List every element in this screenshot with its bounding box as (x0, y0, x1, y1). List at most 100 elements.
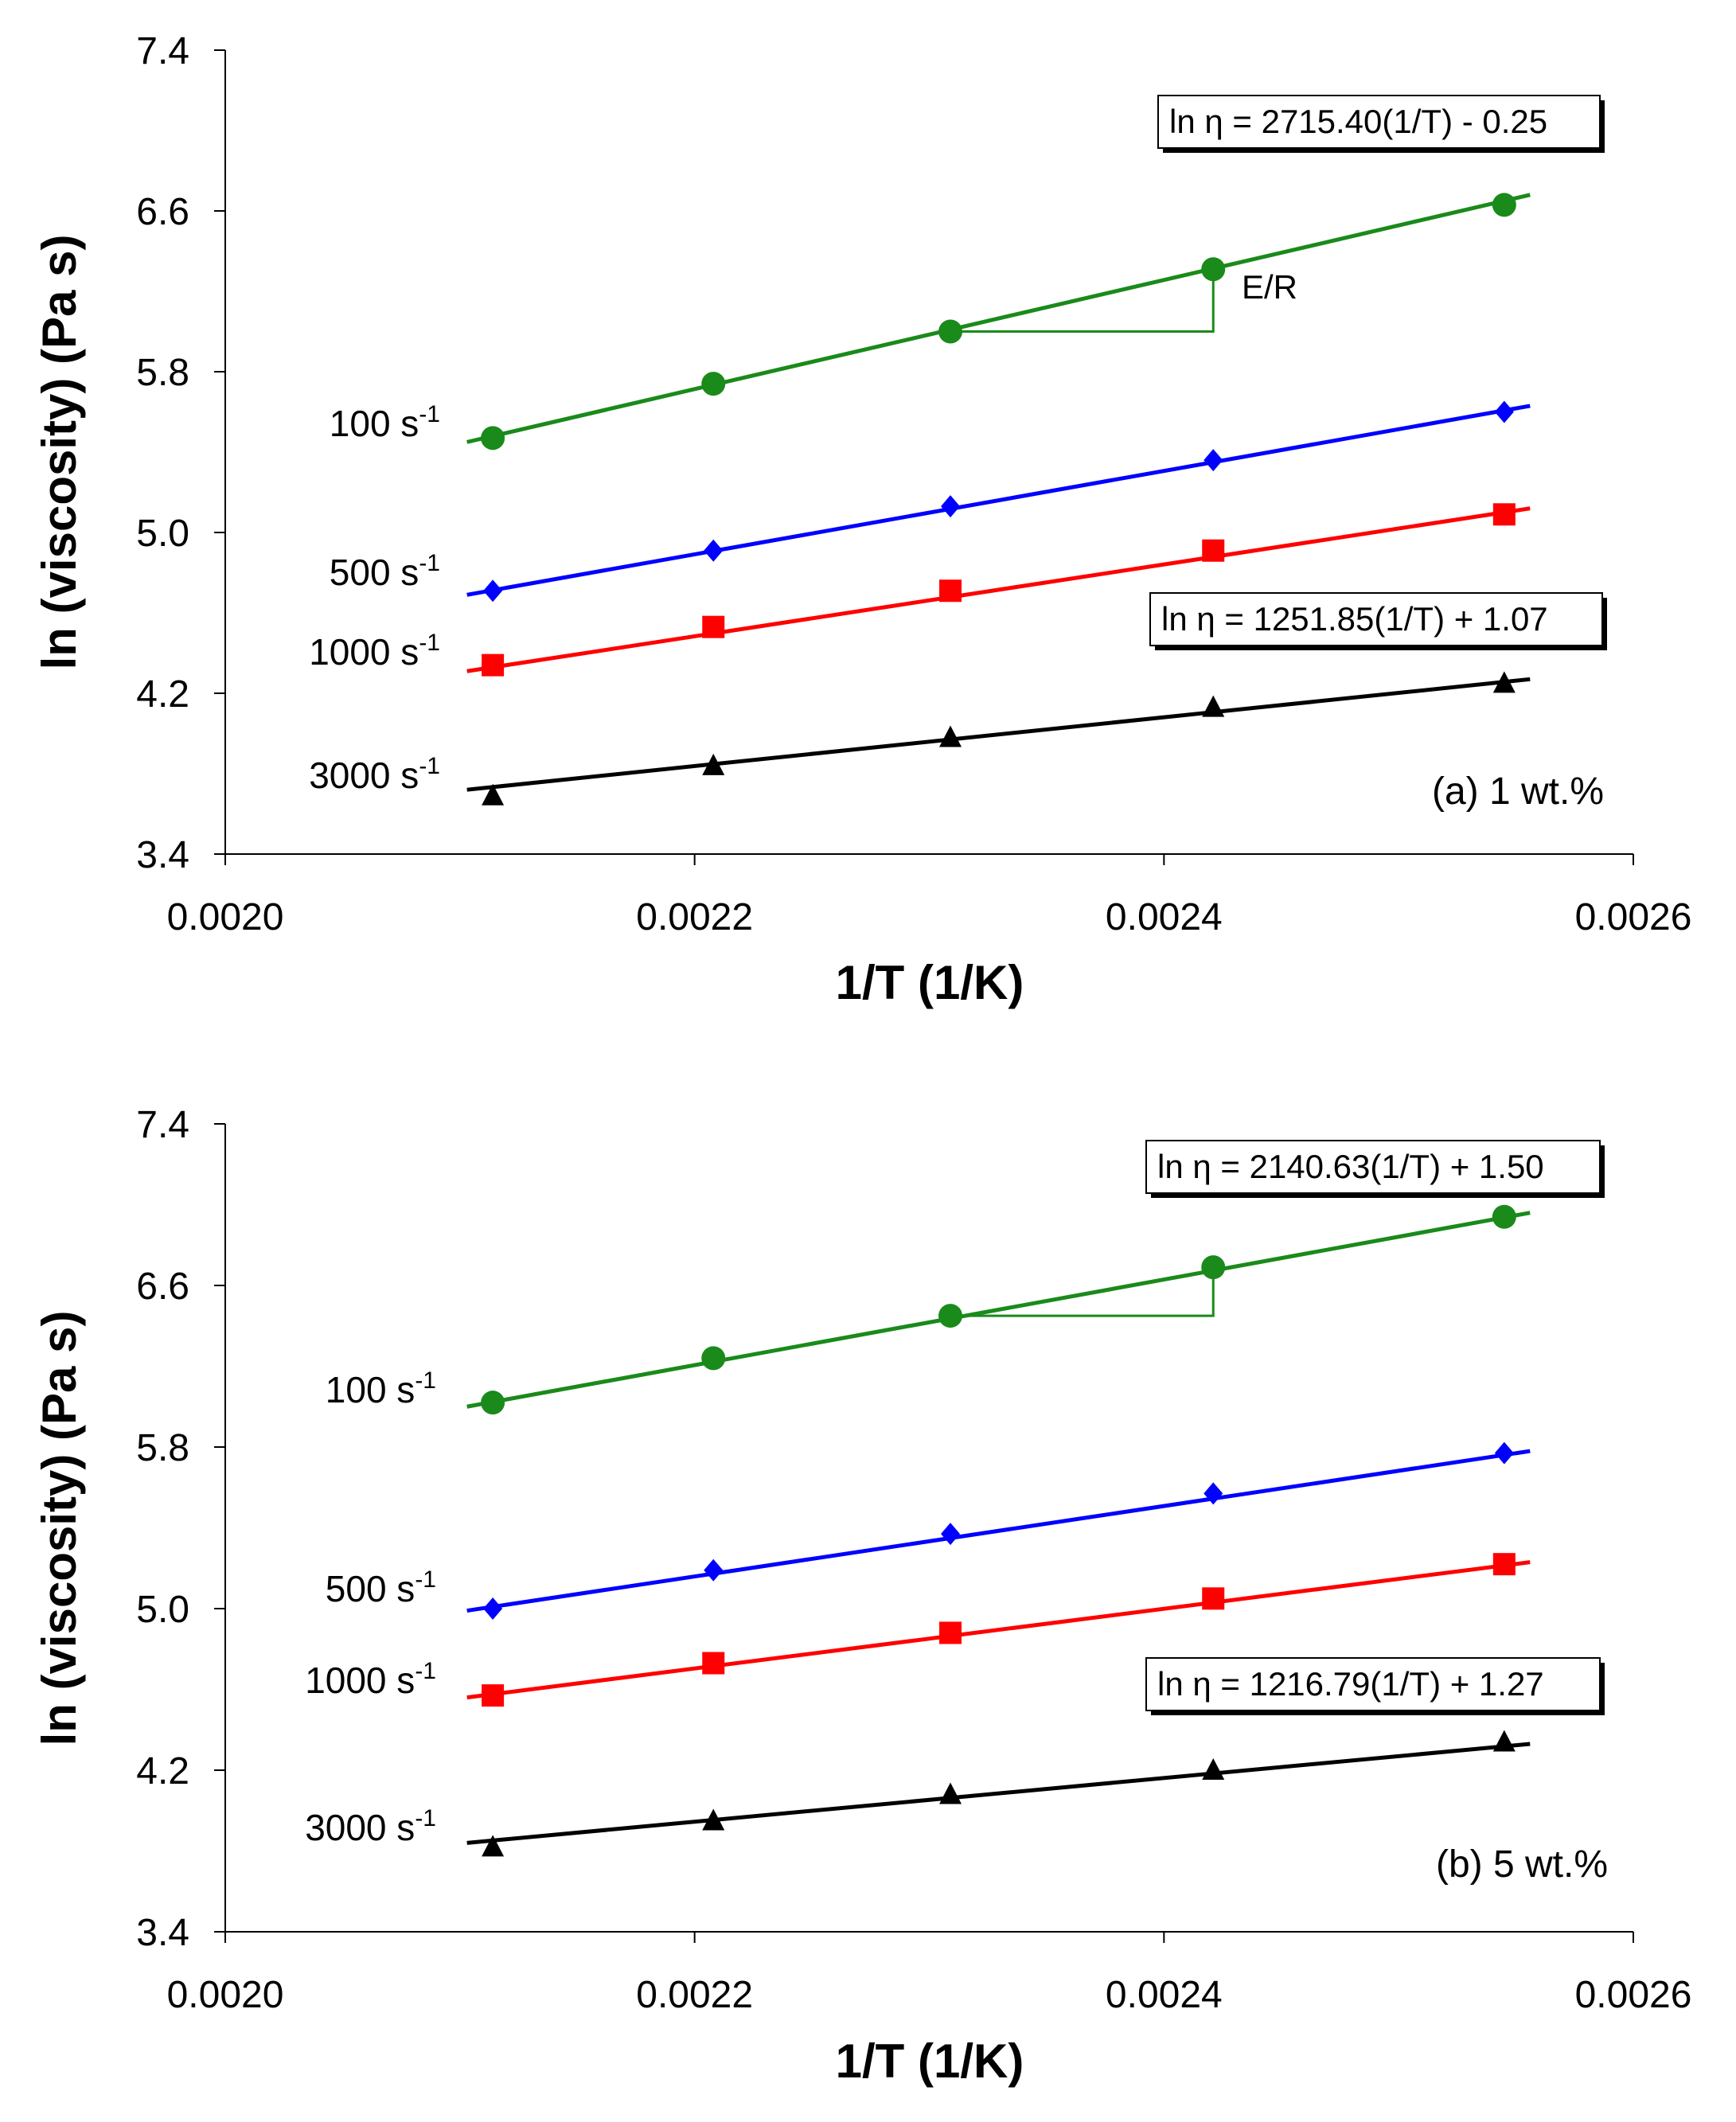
y-tick-label: 4.2 (136, 1750, 189, 1792)
series-label: 500 s-1 (326, 1566, 436, 1609)
slope-label: E/R (1242, 268, 1297, 306)
data-point (482, 783, 505, 806)
equation-box (1145, 1140, 1601, 1194)
series-500-s: 500 s-1 (326, 1441, 1531, 1620)
data-point (939, 579, 962, 603)
data-point (1203, 449, 1223, 472)
y-axis-title: ln (viscosity) (Pa s) (33, 1311, 86, 1746)
equation-box (1149, 592, 1603, 646)
data-point (482, 1684, 505, 1707)
equation-box (1145, 1657, 1601, 1711)
data-point (1202, 539, 1225, 562)
x-tick-label: 0.0026 (1575, 1974, 1692, 2016)
data-point (1494, 1441, 1514, 1465)
data-point (481, 1391, 505, 1415)
y-tick-label: 3.4 (136, 1912, 189, 1954)
x-axis-title: 1/T (1/K) (836, 956, 1024, 1009)
data-point (1492, 671, 1516, 693)
x-tick-label: 0.0022 (636, 1974, 753, 2016)
data-point (1202, 695, 1225, 717)
slope-triangle (950, 269, 1215, 333)
data-point (1492, 1730, 1516, 1752)
data-point (701, 372, 726, 396)
data-point (702, 1652, 725, 1675)
data-point (1492, 193, 1516, 217)
y-tick-label: 7.4 (136, 1104, 189, 1146)
series-3000-s: 3000 s-1 (305, 1730, 1531, 1857)
data-point (1492, 503, 1516, 526)
data-point (939, 1621, 962, 1644)
series-label: 100 s-1 (326, 1367, 436, 1410)
y-tick-label: 7.4 (136, 30, 189, 72)
x-tick-label: 0.0024 (1106, 896, 1223, 938)
x-axis-title: 1/T (1/K) (836, 2034, 1024, 2088)
series-100-s: 100 s-1 (330, 193, 1531, 451)
fit-line (466, 506, 1531, 673)
equation-label: ln η = 1251.85(1/T) + 1.07 (1161, 600, 1548, 638)
data-point (482, 1835, 505, 1857)
y-tick-label: 5.8 (136, 1427, 189, 1469)
x-tick-label: 0.0020 (167, 896, 284, 938)
data-point (701, 1346, 726, 1371)
fit-line (466, 1449, 1531, 1613)
data-point (704, 539, 724, 562)
data-point (482, 653, 505, 677)
data-point (702, 1808, 725, 1831)
y-tick-label: 3.4 (136, 834, 189, 876)
y-tick-label: 6.6 (136, 191, 189, 233)
series-1000-s: 1000 s-1 (305, 1553, 1531, 1707)
panel-label: (b) 5 wt.% (1436, 1843, 1608, 1886)
x-tick-label: 0.0026 (1575, 896, 1692, 938)
fit-line (466, 1211, 1531, 1409)
series-label: 500 s-1 (330, 550, 440, 593)
data-point (939, 725, 962, 747)
equation-box (1157, 95, 1601, 149)
equation-label: ln η = 2715.40(1/T) - 0.25 (1169, 103, 1547, 140)
data-point (939, 1782, 962, 1804)
fit-line (466, 193, 1531, 444)
data-point (1494, 400, 1514, 423)
y-axis-title: ln (viscosity) (Pa s) (33, 235, 86, 670)
data-point (941, 1523, 961, 1546)
fit-line (466, 1742, 1531, 1845)
data-point (702, 753, 725, 775)
fit-line (466, 1560, 1531, 1700)
series-1000-s: 1000 s-1 (309, 503, 1531, 677)
series-label: 1000 s-1 (309, 630, 440, 673)
series-label: 100 s-1 (330, 401, 440, 444)
equation-label: ln η = 1216.79(1/T) + 1.27 (1157, 1665, 1544, 1703)
series-100-s: 100 s-1 (326, 1204, 1531, 1415)
fit-line (466, 677, 1531, 792)
data-point (483, 1597, 503, 1620)
data-point (481, 426, 505, 451)
y-tick-label: 6.6 (136, 1266, 189, 1308)
data-point (1202, 1587, 1225, 1610)
y-tick-label: 5.8 (136, 352, 189, 394)
panel-label: (a) 1 wt.% (1432, 770, 1604, 813)
y-tick-label: 5.0 (136, 1589, 189, 1631)
data-point (1203, 1482, 1223, 1505)
series-label: 1000 s-1 (305, 1658, 436, 1701)
equation-label: ln η = 2140.63(1/T) + 1.50 (1157, 1148, 1544, 1185)
x-tick-label: 0.0024 (1106, 1974, 1223, 2016)
chart-panel-b: 3.4 4.2 5.0 5.8 6.6 7.4 0.0020 0.0022 0.0024 0.00… (33, 1104, 1691, 2088)
data-point (704, 1558, 724, 1582)
y-tick-label: 4.2 (136, 673, 189, 716)
series-3000-s: 3000 s-1 (309, 671, 1531, 806)
data-point (483, 579, 503, 603)
data-point (1492, 1204, 1516, 1229)
x-tick-label: 0.0022 (636, 896, 753, 938)
y-tick-label: 5.0 (136, 513, 189, 555)
data-point (941, 495, 961, 518)
fit-line (466, 404, 1531, 597)
chart-panel-a: 3.4 4.2 5.0 5.8 6.6 7.4 0.0020 0.0022 0.0024 0.00… (33, 30, 1691, 1009)
data-point (1202, 1758, 1225, 1780)
series-label: 3000 s-1 (309, 753, 440, 796)
data-point (1492, 1553, 1516, 1576)
series-500-s: 500 s-1 (330, 400, 1531, 603)
x-tick-label: 0.0020 (167, 1974, 284, 2016)
series-label: 3000 s-1 (305, 1805, 436, 1848)
slope-triangle (950, 1267, 1215, 1317)
data-point (702, 615, 725, 638)
